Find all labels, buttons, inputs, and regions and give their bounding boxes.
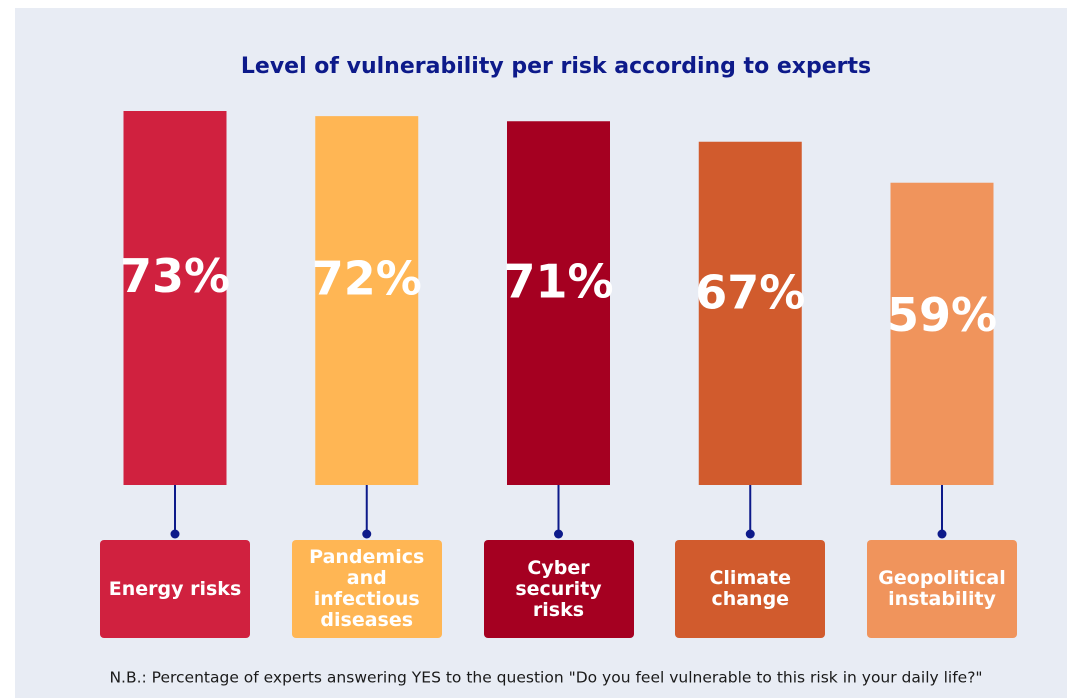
chart-title: Level of vulnerability per risk accordin…: [241, 54, 871, 79]
bar: [123, 111, 227, 485]
value-label: 67%: [695, 266, 805, 320]
value-label: 72%: [312, 252, 422, 306]
connector-dot: [362, 529, 372, 539]
category-label: Pandemics and infectious diseases: [291, 540, 442, 638]
category-label: Cyber security risks: [483, 540, 634, 638]
category-label: Energy risks: [100, 540, 250, 638]
value-label: 59%: [887, 288, 997, 342]
value-label: 73%: [120, 249, 230, 303]
connector-dot: [554, 529, 563, 539]
category-label: Climate change: [675, 540, 826, 638]
category-label: Geopolitical instability: [867, 540, 1017, 638]
connector-dot: [170, 529, 180, 539]
bar: [315, 116, 419, 485]
value-label: 71%: [503, 254, 613, 308]
footnote: N.B.: Percentage of experts answering YE…: [109, 669, 982, 687]
connector-dot: [937, 529, 947, 539]
connector-dot: [745, 529, 755, 539]
bar: [890, 182, 994, 486]
bar: [698, 141, 802, 485]
bar: [507, 121, 610, 485]
